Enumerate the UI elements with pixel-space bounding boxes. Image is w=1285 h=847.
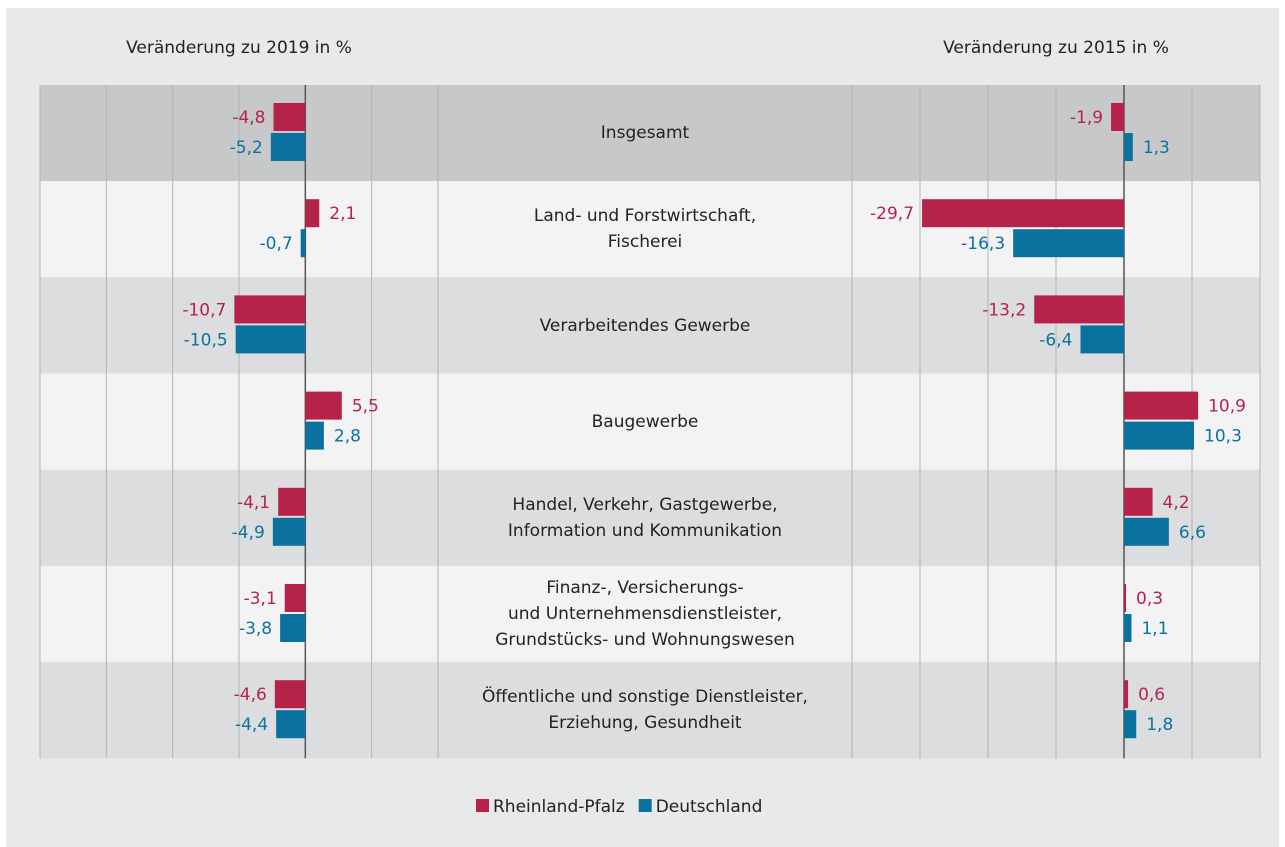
value-label: 4,2 bbox=[1163, 493, 1190, 513]
panel-title: Veränderung zu 2015 in % bbox=[943, 38, 1169, 58]
bar bbox=[1111, 103, 1124, 131]
row-band bbox=[40, 566, 1260, 663]
bar bbox=[1124, 487, 1153, 516]
bar bbox=[284, 584, 306, 612]
row-band bbox=[40, 373, 1260, 470]
value-label: -5,2 bbox=[230, 138, 263, 158]
bar bbox=[276, 710, 306, 739]
value-label: 5,5 bbox=[352, 397, 379, 417]
value-label: 0,3 bbox=[1136, 589, 1163, 609]
bar bbox=[1124, 614, 1132, 642]
value-label: 2,8 bbox=[334, 427, 361, 447]
panel-title: Veränderung zu 2019 in % bbox=[126, 38, 352, 58]
category-label: Insgesamt bbox=[600, 123, 690, 144]
bar bbox=[305, 391, 342, 420]
bar bbox=[278, 487, 306, 516]
value-label: 1,3 bbox=[1143, 138, 1170, 158]
bar bbox=[300, 229, 306, 258]
bar bbox=[1124, 710, 1137, 739]
row-band bbox=[40, 662, 1260, 759]
category-label: Verarbeitendes Gewerbe bbox=[539, 315, 751, 336]
value-label: -0,7 bbox=[260, 234, 293, 254]
bar bbox=[273, 103, 306, 131]
value-label: 10,3 bbox=[1204, 427, 1242, 447]
bar bbox=[270, 133, 306, 161]
value-label: -13,2 bbox=[982, 300, 1026, 320]
category-label: Finanz-, Versicherungs- und Unternehmens… bbox=[495, 578, 795, 651]
bar bbox=[1124, 421, 1195, 450]
bar bbox=[1034, 295, 1124, 324]
category-label: Land- und Forstwirtschaft, Fischerei bbox=[533, 206, 757, 253]
row-band bbox=[40, 85, 1260, 182]
bar bbox=[1124, 391, 1199, 420]
legend-swatch bbox=[638, 799, 652, 812]
bar bbox=[234, 295, 306, 324]
legend-label: Rheinland-Pfalz bbox=[493, 797, 625, 817]
bar bbox=[305, 199, 320, 228]
value-label: -6,4 bbox=[1039, 330, 1072, 350]
bar bbox=[1013, 229, 1124, 258]
value-label: 6,6 bbox=[1179, 523, 1206, 543]
value-label: -4,1 bbox=[237, 493, 270, 513]
value-label: -4,8 bbox=[232, 108, 265, 128]
bar bbox=[235, 325, 306, 354]
value-label: -10,5 bbox=[184, 330, 228, 350]
bar bbox=[1124, 517, 1169, 546]
bar bbox=[274, 680, 306, 709]
value-label: -29,7 bbox=[870, 204, 914, 224]
bar bbox=[1124, 584, 1127, 612]
bar bbox=[1124, 133, 1133, 161]
bar bbox=[1124, 680, 1129, 709]
row-band bbox=[40, 469, 1260, 566]
value-label: -3,1 bbox=[244, 589, 277, 609]
category-label: Handel, Verkehr, Gastgewerbe, Informatio… bbox=[507, 494, 783, 541]
value-label: -4,4 bbox=[235, 715, 268, 735]
value-label: 10,9 bbox=[1208, 397, 1246, 417]
value-label: -16,3 bbox=[961, 234, 1005, 254]
category-label: Öffentliche und sonstige Dienstleister, … bbox=[482, 687, 808, 734]
bar bbox=[922, 199, 1124, 228]
value-label: -3,8 bbox=[239, 619, 272, 639]
legend-swatch bbox=[476, 799, 489, 812]
value-label: 0,6 bbox=[1138, 685, 1165, 705]
value-label: -4,9 bbox=[232, 523, 265, 543]
value-label: 1,1 bbox=[1141, 619, 1168, 639]
category-label: Baugewerbe bbox=[591, 411, 699, 432]
value-label: -10,7 bbox=[182, 300, 226, 320]
bar bbox=[280, 614, 306, 642]
value-label: 1,8 bbox=[1146, 715, 1173, 735]
bar bbox=[1080, 325, 1124, 354]
legend-label: Deutschland bbox=[656, 797, 763, 817]
value-label: 2,1 bbox=[329, 204, 356, 224]
bar bbox=[305, 421, 324, 450]
bar bbox=[272, 517, 306, 546]
value-label: -4,6 bbox=[234, 685, 267, 705]
value-label: -1,9 bbox=[1070, 108, 1103, 128]
